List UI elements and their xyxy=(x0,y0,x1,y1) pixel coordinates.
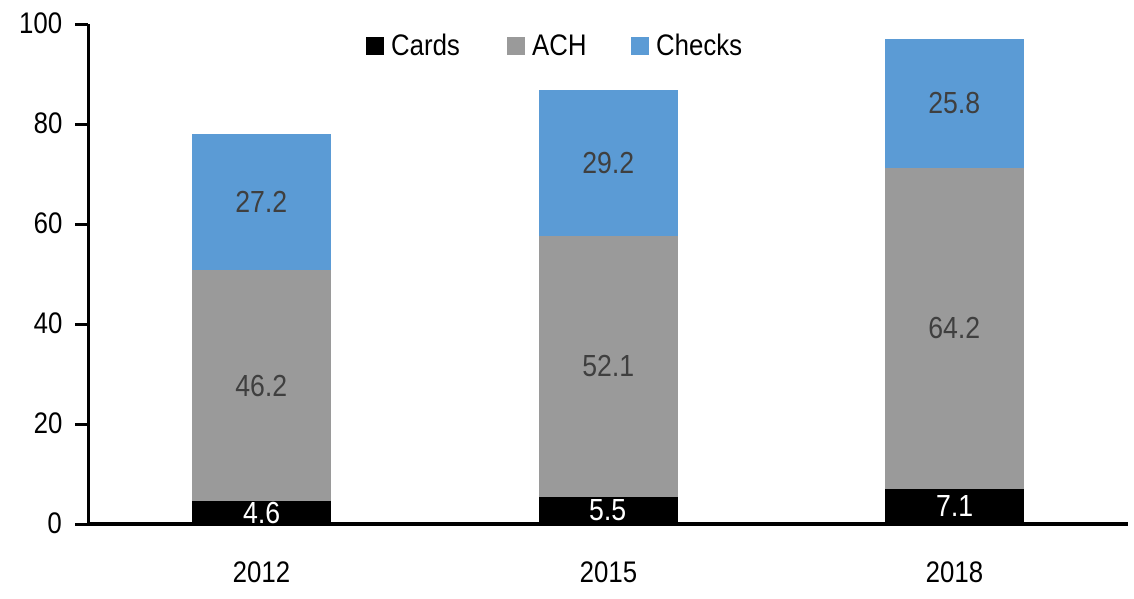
y-tick-mark xyxy=(75,522,88,526)
y-tick-label: 0 xyxy=(0,508,62,540)
y-tick-label-text: 80 xyxy=(33,107,62,140)
y-tick-mark xyxy=(75,222,88,226)
legend-label-ach-text: ACH xyxy=(532,29,587,62)
x-axis-category-text: 2015 xyxy=(579,556,637,589)
y-tick-label-text: 40 xyxy=(33,307,62,340)
legend-label-checks-text: Checks xyxy=(656,29,743,62)
legend-swatch-checks xyxy=(631,37,650,55)
y-tick-mark xyxy=(75,322,88,326)
y-axis-line xyxy=(87,24,90,526)
legend-label-checks: Checks xyxy=(656,29,756,63)
bar-segment-ach-2018 xyxy=(885,167,1025,489)
y-tick-mark xyxy=(75,122,88,126)
bar-segment-ach-2012 xyxy=(191,270,331,501)
y-tick-label-text: 100 xyxy=(18,7,62,40)
legend-item-checks: Checks xyxy=(631,29,756,63)
x-axis-category-label-2012: 2012 xyxy=(181,556,341,590)
y-tick-mark xyxy=(75,22,88,26)
bar-segment-cards-2015 xyxy=(538,496,678,524)
y-tick-label: 60 xyxy=(0,208,62,240)
x-axis-line xyxy=(87,522,1128,526)
y-tick-label: 80 xyxy=(0,108,62,140)
x-axis-category-text: 2012 xyxy=(232,556,291,589)
y-tick-label: 100 xyxy=(0,8,62,40)
y-tick-label-text: 60 xyxy=(33,207,62,240)
bar-segment-checks-2012 xyxy=(191,134,331,270)
bar-segment-checks-2015 xyxy=(538,90,678,236)
x-axis-category-label-2015: 2015 xyxy=(528,556,688,590)
y-tick-mark xyxy=(75,422,88,426)
legend-label-ach: ACH xyxy=(532,29,595,63)
y-tick-label: 20 xyxy=(0,408,62,440)
legend-label-cards: Cards xyxy=(391,29,471,63)
y-tick-label: 40 xyxy=(0,308,62,340)
bar-segment-checks-2018 xyxy=(885,38,1025,168)
legend-label-cards-text: Cards xyxy=(391,29,460,62)
legend-item-ach: ACH xyxy=(507,29,595,63)
bar-segment-cards-2012 xyxy=(191,501,331,524)
legend-swatch-cards xyxy=(366,37,384,55)
x-axis-category-label-2018: 2018 xyxy=(875,556,1035,590)
bar-segment-ach-2015 xyxy=(538,236,678,497)
legend-swatch-ach xyxy=(507,37,526,55)
x-axis-category-text: 2018 xyxy=(925,556,984,589)
legend-item-cards: Cards xyxy=(366,29,471,63)
bar-segment-cards-2018 xyxy=(885,488,1025,524)
y-tick-label-text: 0 xyxy=(47,507,62,540)
legend: Cards ACH Checks xyxy=(366,29,756,63)
y-tick-label-text: 20 xyxy=(33,407,62,440)
